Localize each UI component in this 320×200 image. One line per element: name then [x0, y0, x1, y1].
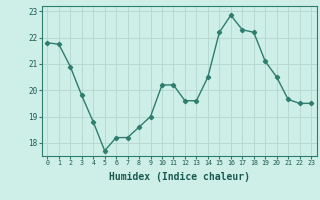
X-axis label: Humidex (Indice chaleur): Humidex (Indice chaleur) [109, 172, 250, 182]
